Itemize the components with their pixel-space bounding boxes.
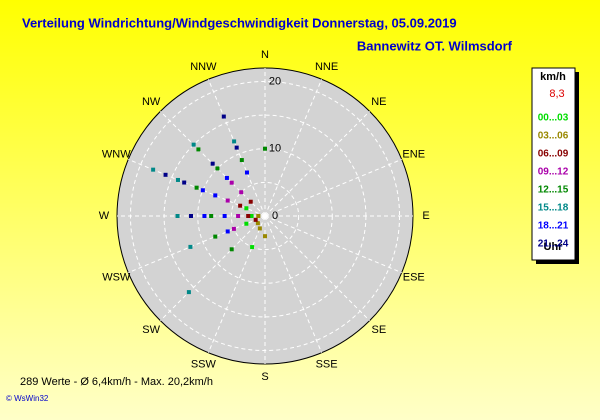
direction-label: ENE xyxy=(402,148,425,160)
legend-entry: 09...12 xyxy=(538,167,569,178)
data-point xyxy=(255,221,260,226)
data-point xyxy=(234,145,239,150)
direction-label: E xyxy=(422,210,429,222)
direction-label: NNE xyxy=(315,61,338,73)
data-point xyxy=(239,190,244,195)
data-point xyxy=(250,245,255,250)
chart-subtitle: Bannewitz OT. Wilmsdorf xyxy=(357,38,513,53)
data-point xyxy=(229,247,234,252)
data-point xyxy=(209,214,214,218)
legend-title: km/h xyxy=(540,71,566,83)
data-point xyxy=(215,166,220,171)
legend-entry: 00...03 xyxy=(538,113,569,124)
legend-entry: 15...18 xyxy=(538,203,569,214)
data-point xyxy=(232,139,237,144)
data-point xyxy=(175,177,180,182)
legend-entry: 03...06 xyxy=(538,131,569,142)
data-point xyxy=(244,170,249,175)
data-point xyxy=(263,146,267,151)
legend-entry: 12...15 xyxy=(538,185,569,196)
data-point xyxy=(210,161,215,166)
data-point xyxy=(225,198,230,203)
data-point xyxy=(221,114,226,119)
direction-label: NNW xyxy=(190,61,217,73)
r-tick-label: 10 xyxy=(269,143,281,155)
data-point xyxy=(238,203,243,208)
data-point xyxy=(248,199,253,204)
spoke xyxy=(207,215,266,353)
data-point xyxy=(202,214,207,218)
data-point xyxy=(253,217,258,222)
r-tick-label: 0 xyxy=(272,210,278,222)
direction-label: ESE xyxy=(403,272,425,284)
data-point xyxy=(231,226,236,231)
legend-footer: Uhr xyxy=(544,241,564,253)
spoke xyxy=(264,215,371,322)
data-point xyxy=(257,226,262,231)
data-point xyxy=(256,214,261,218)
spoke xyxy=(264,215,402,274)
data-point xyxy=(236,214,241,218)
data-point xyxy=(239,158,244,163)
data-point xyxy=(186,290,191,295)
data-point xyxy=(182,180,187,185)
grid-ring xyxy=(230,181,300,251)
spoke xyxy=(264,79,323,217)
spoke xyxy=(159,215,266,322)
r-tick-label: 20 xyxy=(269,75,281,87)
direction-label: W xyxy=(99,210,110,222)
data-point xyxy=(263,234,267,239)
data-point xyxy=(222,214,227,218)
direction-label: SSW xyxy=(191,359,217,371)
data-point xyxy=(213,193,218,198)
legend-entry: 18...21 xyxy=(538,221,569,232)
data-point xyxy=(151,167,156,172)
data-point xyxy=(229,180,234,185)
legend xyxy=(531,67,576,261)
data-point xyxy=(163,172,168,177)
data-point xyxy=(244,206,249,211)
direction-label: N xyxy=(261,49,269,61)
data-point xyxy=(224,175,229,180)
data-point xyxy=(189,214,193,218)
credit: © WsWin32 xyxy=(6,394,49,403)
spoke xyxy=(128,215,266,274)
direction-label: SSE xyxy=(316,359,338,371)
spoke xyxy=(264,158,402,217)
data-point xyxy=(191,142,196,147)
footer: 289 Werte - Ø 6,4km/h - Max. 20,2km/h xyxy=(20,376,213,388)
data-point xyxy=(246,214,251,218)
direction-label: WNW xyxy=(102,148,131,160)
data-point xyxy=(244,221,249,226)
legend-value: 8,3 xyxy=(549,88,564,100)
data-point xyxy=(196,147,201,152)
data-point xyxy=(194,185,199,190)
direction-label: NW xyxy=(142,96,161,108)
direction-label: WSW xyxy=(102,272,131,284)
direction-label: NE xyxy=(371,96,386,108)
data-point xyxy=(249,214,254,218)
spoke xyxy=(264,215,323,353)
data-point xyxy=(175,214,180,218)
direction-label: S xyxy=(261,371,268,383)
data-point xyxy=(188,244,193,249)
data-point xyxy=(225,229,230,234)
data-point xyxy=(200,188,205,193)
direction-label: SW xyxy=(142,324,160,336)
chart-title: Verteilung Windrichtung/Windgeschwindigk… xyxy=(22,15,457,30)
legend-entry: 21...24 xyxy=(538,239,569,250)
data-point xyxy=(213,234,218,239)
spoke xyxy=(264,110,371,217)
legend-entry: 06...09 xyxy=(538,149,569,160)
direction-label: SE xyxy=(372,324,387,336)
